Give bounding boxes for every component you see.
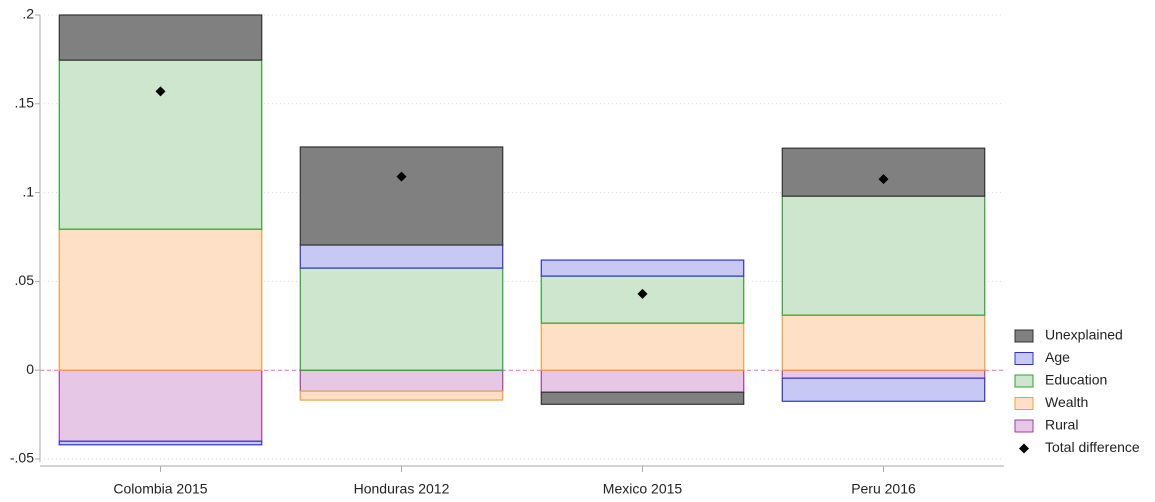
bar-segment [58,228,263,371]
bar-segment [58,14,263,61]
y-tick-label: -.05 [10,450,34,466]
bar-segment [299,267,504,371]
bar-segment [781,314,986,371]
total-marker [155,86,166,97]
bar-segment [540,391,745,405]
legend-label: Unexplained [1045,327,1123,343]
legend-swatch [1014,374,1034,388]
bar-segment [781,377,986,402]
bar-segment [299,369,504,392]
x-tick-label: Mexico 2015 [603,481,683,497]
legend-label: Rural [1045,417,1078,433]
bar-segment [58,369,263,442]
bar-segment [58,440,263,446]
bar-segment [299,244,504,269]
y-tick-label: .2 [22,6,34,22]
x-tick-label: Colombia 2015 [113,481,207,497]
y-tick-label: 0 [26,361,34,377]
legend-label: Age [1045,349,1070,365]
bar-segment [781,147,986,197]
legend-label: Total difference [1045,439,1140,455]
bar-segment [299,146,504,246]
bar-segment [540,275,745,324]
y-tick-label: .05 [15,272,35,288]
legend-swatch [1014,329,1034,343]
legend-swatch [1014,352,1034,365]
legend-swatch [1014,397,1034,410]
legend-swatch [1014,419,1034,433]
bar-segment [540,259,745,277]
total-marker [637,288,648,299]
bar-segment [299,390,504,401]
legend-label: Education [1045,372,1107,388]
x-tick-label: Peru 2016 [851,481,916,497]
bar-segment [781,369,986,379]
bar-segment [540,369,745,393]
y-tick-label: .15 [15,95,35,111]
total-marker [878,174,889,185]
x-tick-label: Honduras 2012 [354,481,450,497]
total-marker [396,171,407,182]
bar-segment [58,59,263,230]
bar-segment [781,195,986,316]
legend-label: Wealth [1045,394,1088,410]
legend-marker [1019,443,1029,454]
bar-segment [540,322,745,371]
y-tick-label: .1 [22,183,34,199]
